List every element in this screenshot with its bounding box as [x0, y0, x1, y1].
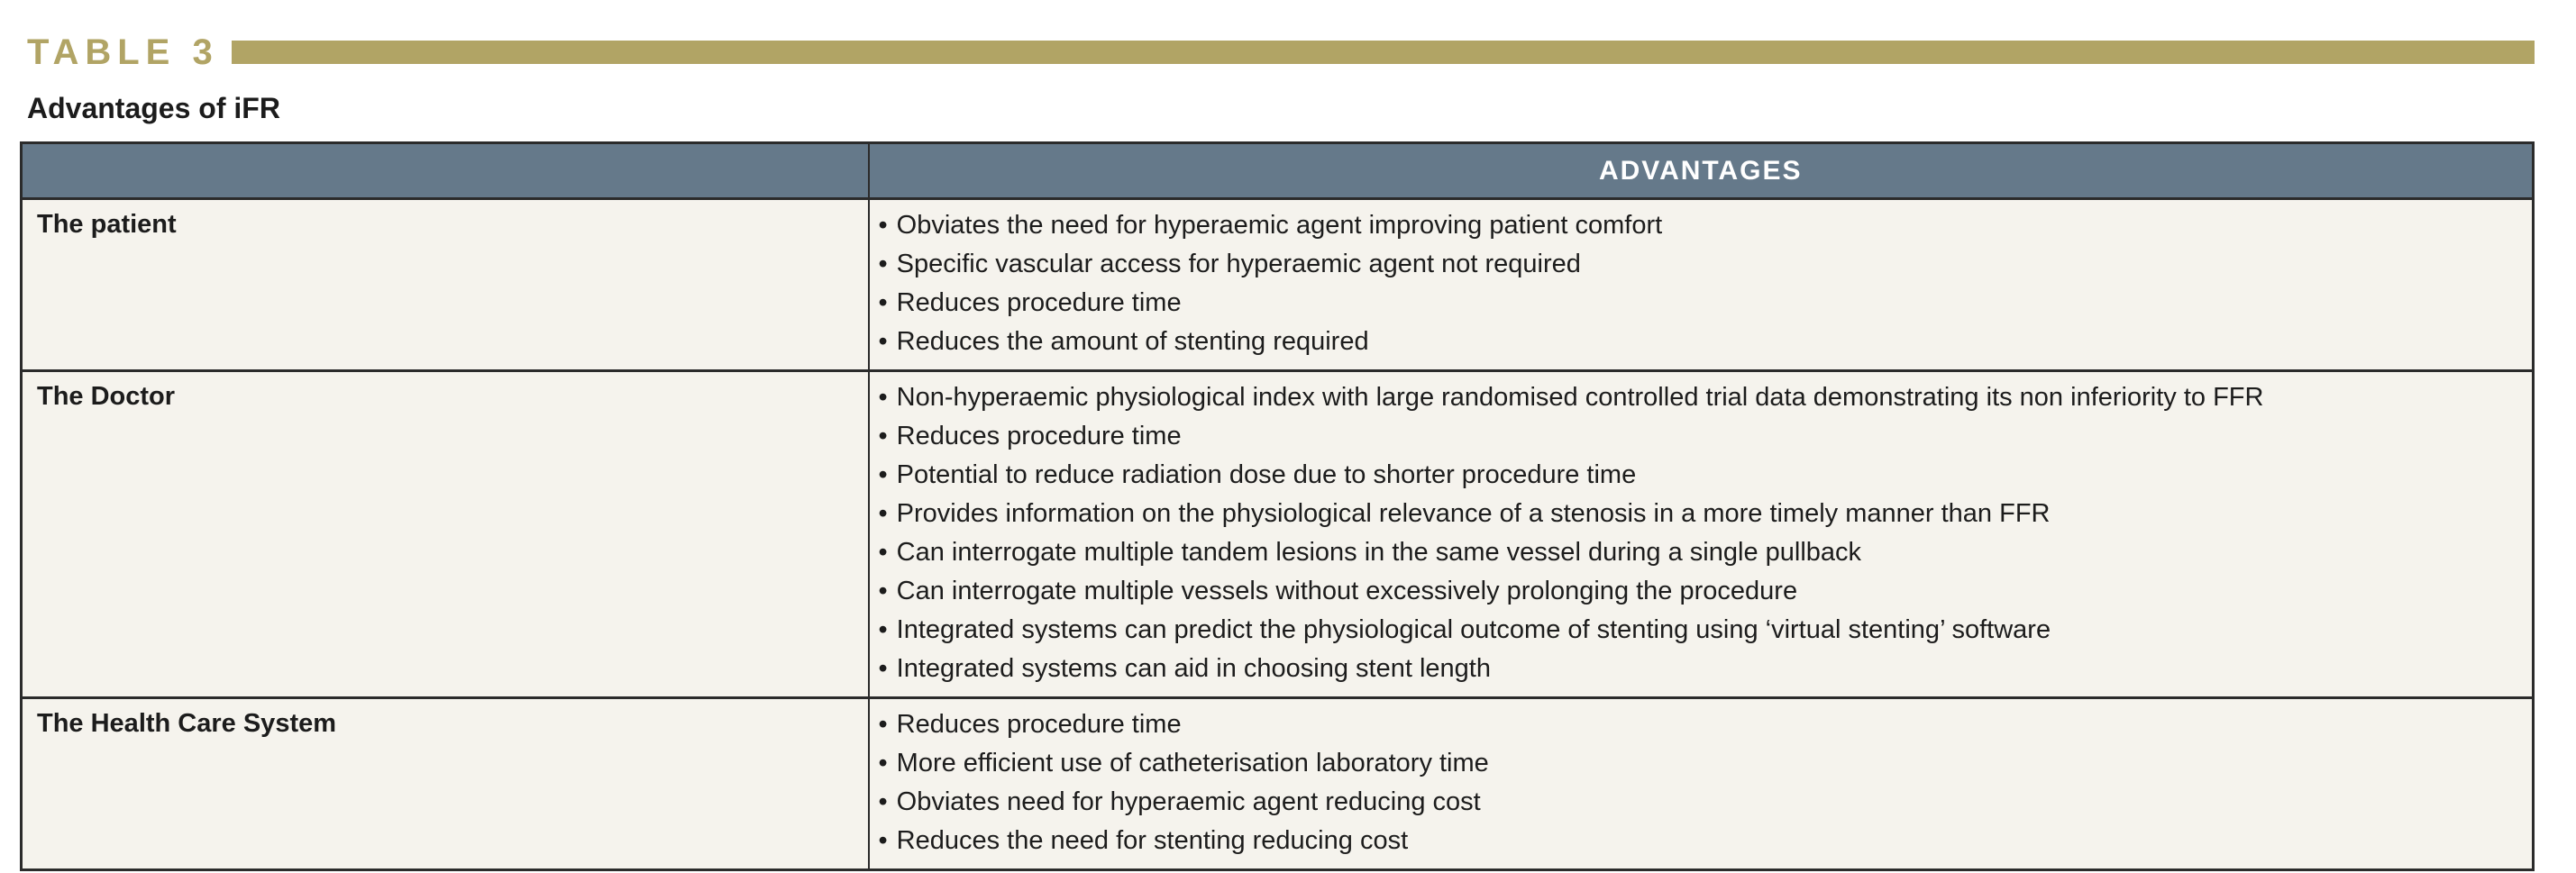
bullet-item: Specific vascular access for hyperaemic … — [879, 245, 2522, 284]
bullet-item: Reduces procedure time — [879, 705, 2522, 744]
bullet-item: Can interrogate multiple tandem lesions … — [879, 533, 2522, 572]
bullet-list: Reduces procedure time More efficient us… — [879, 705, 2522, 860]
bullet-item: Integrated systems can predict the physi… — [879, 611, 2522, 650]
row-advantages-doctor: Non-hyperaemic physiological index with … — [867, 369, 2535, 699]
bullet-item: Can interrogate multiple vessels without… — [879, 572, 2522, 611]
bullet-item: Integrated systems can aid in choosing s… — [879, 650, 2522, 688]
table-row-healthcare-system: The Health Care System Reduces procedure… — [20, 696, 2535, 871]
table-heading: TABLE 3 — [20, 31, 2535, 74]
table-row-doctor: The Doctor Non-hyperaemic physiological … — [20, 369, 2535, 699]
bullet-item: Reduces the need for stenting reducing c… — [879, 822, 2522, 860]
table-row-patient: The patient Obviates the need for hypera… — [20, 197, 2535, 372]
bullet-item: Non-hyperaemic physiological index with … — [879, 378, 2522, 417]
advantages-table: ADVANTAGES The patient Obviates the need… — [20, 141, 2535, 871]
row-label-healthcare-system: The Health Care System — [20, 696, 870, 871]
bullet-item: Provides information on the physiologica… — [879, 495, 2522, 533]
bullet-item: Obviates the need for hyperaemic agent i… — [879, 206, 2522, 245]
row-label-doctor: The Doctor — [20, 369, 870, 699]
row-advantages-healthcare-system: Reduces procedure time More efficient us… — [867, 696, 2535, 871]
bullet-list: Obviates the need for hyperaemic agent i… — [879, 206, 2522, 361]
bullet-list: Non-hyperaemic physiological index with … — [879, 378, 2522, 688]
bullet-item: Reduces procedure time — [879, 284, 2522, 323]
row-label-patient: The patient — [20, 197, 870, 372]
advantages-header-cell: ADVANTAGES — [867, 141, 2535, 200]
heading-rule-bar — [231, 41, 2535, 64]
stakeholder-header-cell — [20, 141, 870, 200]
bullet-item: Reduces the amount of stenting required — [879, 323, 2522, 361]
table-subtitle: Advantages of iFR — [27, 92, 280, 124]
bullet-item: Obviates need for hyperaemic agent reduc… — [879, 783, 2522, 822]
bullet-item: Reduces procedure time — [879, 417, 2522, 456]
table-number-label: TABLE 3 — [27, 32, 219, 72]
row-advantages-patient: Obviates the need for hyperaemic agent i… — [867, 197, 2535, 372]
table-body: The patient Obviates the need for hypera… — [20, 197, 2535, 871]
bullet-item: Potential to reduce radiation dose due t… — [879, 456, 2522, 495]
bullet-item: More efficient use of catheterisation la… — [879, 744, 2522, 783]
header-row: ADVANTAGES — [20, 141, 2535, 200]
